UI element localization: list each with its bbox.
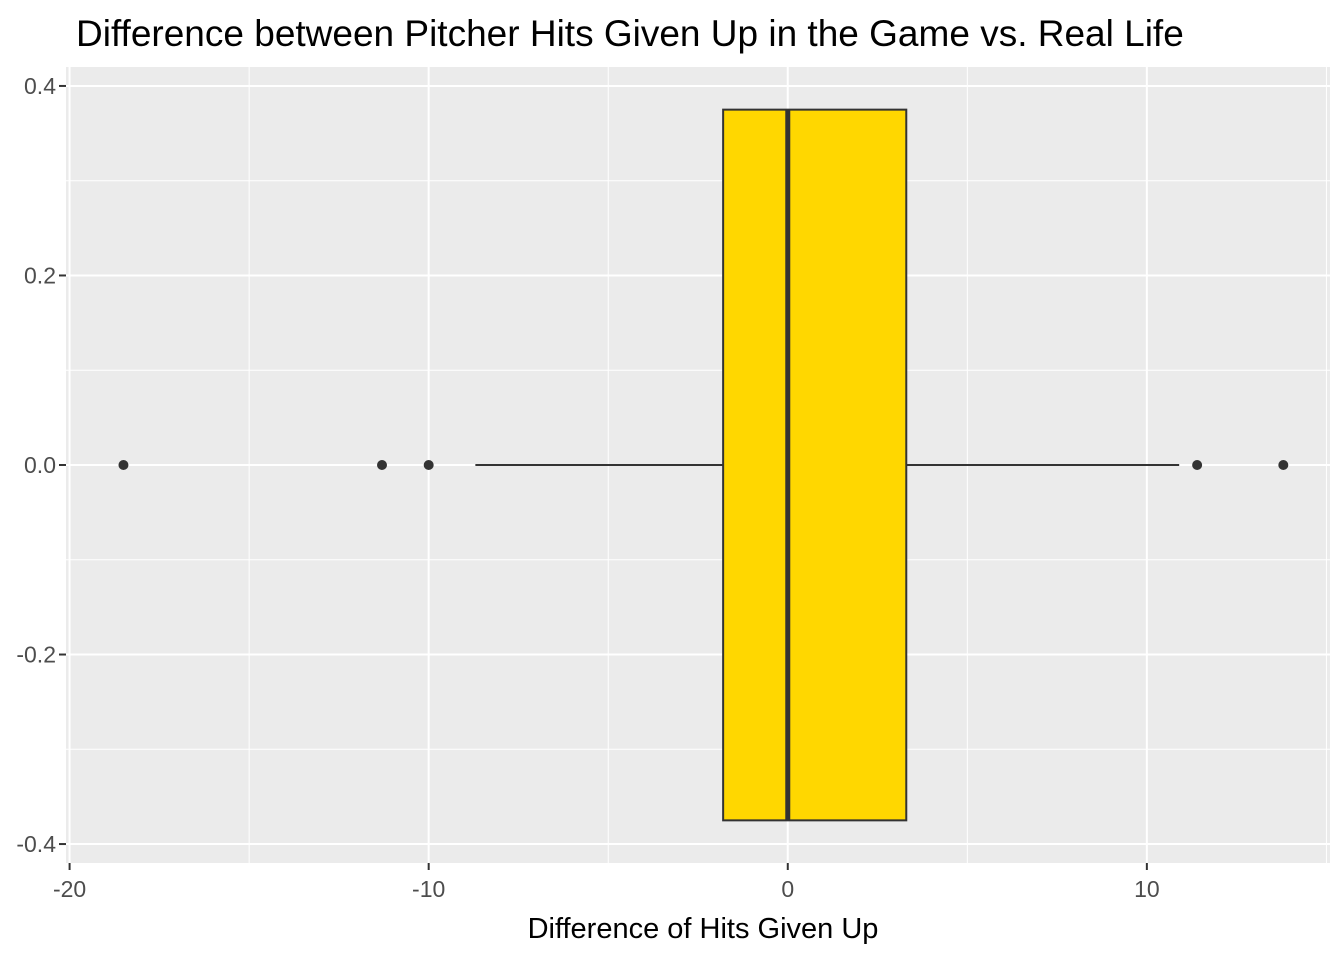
x-tick-label: 0 [781, 876, 794, 902]
outlier-point [377, 460, 387, 470]
axes: -20 -10 0 10 -0.4 -0.2 0.0 0.2 0.4 [16, 73, 1159, 902]
x-tick-label: -10 [412, 876, 445, 902]
outlier-point [423, 460, 434, 470]
interquartile-box [722, 108, 908, 822]
x-axis-label: Difference of Hits Given Up [528, 913, 879, 945]
y-tick-label: -0.4 [16, 831, 56, 857]
y-tick-label: -0.2 [16, 642, 56, 668]
boxplot [118, 108, 1289, 822]
y-tick-label: 0.2 [24, 262, 56, 288]
y-tick-label: 0.0 [24, 452, 56, 478]
y-tick-label: 0.4 [24, 73, 56, 99]
outlier-point [1278, 460, 1289, 470]
x-tick-label: 10 [1134, 876, 1160, 902]
outlier-point [1192, 460, 1203, 470]
chart-title: Difference between Pitcher Hits Given Up… [76, 13, 1184, 54]
outlier-point [118, 460, 129, 470]
x-tick-label: -20 [53, 876, 86, 902]
